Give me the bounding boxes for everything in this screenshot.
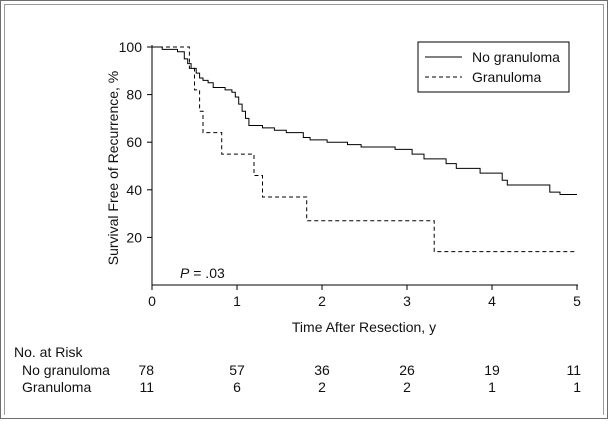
p-value-prefix: P	[180, 265, 190, 281]
y-tick-label-40: 40	[126, 182, 142, 198]
figure-inner-border	[4, 4, 604, 415]
x-tick-label-3: 3	[403, 293, 411, 309]
curve-granuloma	[152, 46, 577, 253]
y-tick-label-20: 20	[126, 229, 142, 245]
y-axis-label: Survival Free of Recurrence, %	[105, 71, 121, 266]
risk-value-no-granuloma-4: 19	[484, 362, 500, 378]
legend-label-granuloma: Granuloma	[472, 69, 541, 85]
x-tick-label-0: 0	[148, 293, 156, 309]
risk-table-title: No. at Risk	[14, 344, 83, 360]
risk-value-no-granuloma-3: 26	[399, 362, 415, 378]
risk-value-granuloma-2: 2	[318, 379, 326, 395]
risk-table: No. at Risk No granuloma Granuloma 78 57 3…	[14, 344, 581, 395]
p-value-text: = .03	[189, 265, 225, 281]
x-tick-label-2: 2	[318, 293, 326, 309]
x-tick-label-5: 5	[573, 293, 581, 309]
y-tick-label-100: 100	[119, 39, 143, 55]
risk-value-no-granuloma-0: 78	[138, 362, 154, 378]
x-axis-label: Time After Resection, y	[292, 319, 436, 335]
legend-box	[417, 41, 570, 93]
y-tick-label-60: 60	[126, 134, 142, 150]
risk-value-granuloma-1: 6	[233, 379, 241, 395]
risk-value-granuloma-0: 11	[139, 379, 154, 395]
risk-value-granuloma-5: 1	[573, 379, 581, 395]
legend-label-no-granuloma: No granuloma	[472, 49, 560, 65]
risk-value-no-granuloma-2: 36	[314, 362, 330, 378]
x-ticks: 0 1 2 3 4 5	[148, 285, 581, 309]
risk-value-no-granuloma-5: 11	[566, 362, 581, 378]
y-ticks: 20 40 60 80 100	[119, 39, 152, 245]
risk-value-granuloma-3: 2	[403, 379, 411, 395]
y-tick-label-80: 80	[126, 87, 142, 103]
risk-value-no-granuloma-1: 57	[229, 362, 245, 378]
p-value-annotation: P = .03	[180, 265, 225, 281]
x-tick-label-1: 1	[233, 293, 241, 309]
legend: No granuloma Granuloma	[417, 41, 570, 93]
risk-row-label-no-granuloma: No granuloma	[22, 362, 110, 378]
risk-row-label-granuloma: Granuloma	[22, 379, 91, 395]
risk-value-granuloma-4: 1	[488, 379, 496, 395]
curve-no-granuloma	[152, 46, 577, 196]
x-tick-label-4: 4	[488, 293, 496, 309]
survival-curves	[152, 46, 577, 253]
